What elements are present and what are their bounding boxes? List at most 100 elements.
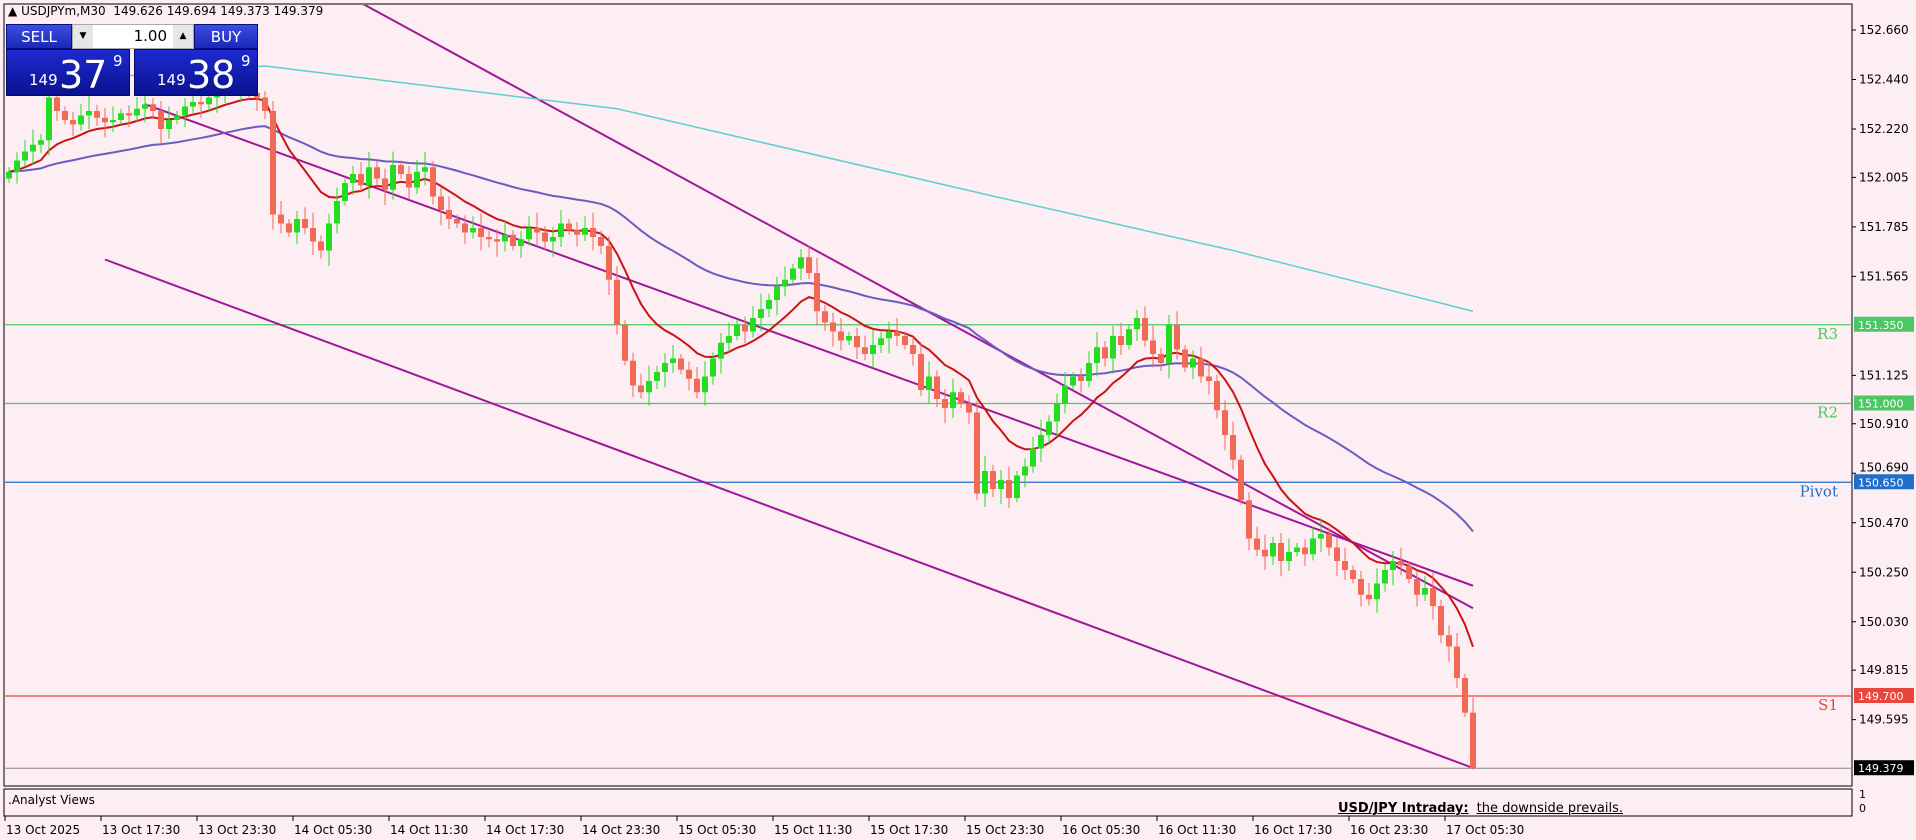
analyst-view-text[interactable]: USD/JPY Intraday: the downside prevails. [1338,801,1623,816]
candle-body [310,228,316,242]
candle-body [646,381,652,393]
candle [662,353,668,388]
candle [86,95,92,129]
candle-body [1030,448,1036,467]
candle [462,215,468,245]
mid-moving-average [8,125,1474,533]
candle-body [1214,381,1220,411]
candle [1046,415,1052,444]
volume-decrease-icon[interactable]: ▼ [73,25,93,48]
candle [1302,539,1308,566]
candle-body [1222,410,1228,435]
candle [1062,372,1068,414]
candle-body [326,223,332,251]
candle [1022,458,1028,488]
candle [1070,372,1076,390]
candle-body [1190,358,1196,368]
candle [1246,492,1252,551]
candle-body [1238,459,1244,501]
candle [454,214,460,228]
candle [1238,455,1244,505]
candle-body [854,336,860,348]
candle [1158,347,1164,372]
candle [270,101,276,230]
candle [126,105,132,128]
collapse-arrow-icon[interactable]: ▲ [8,4,18,18]
candle [70,111,76,137]
sell-price[interactable]: 149 37 9 [6,49,130,97]
candle [366,151,372,199]
candle [798,249,804,281]
volume-increase-icon[interactable]: ▲ [173,25,193,48]
buy-price-pips: 38 [187,53,236,97]
sell-price-fraction: 9 [113,52,123,70]
candle-body [1454,646,1460,678]
candle [446,196,452,229]
buy-price[interactable]: 149 38 9 [134,49,258,97]
candle-body [1446,635,1452,647]
candle-body [118,113,124,120]
candle [726,322,732,353]
candle-body [486,237,492,240]
candle [982,455,988,507]
candle [398,160,404,179]
candle-body [1062,385,1068,404]
candle-body [1038,435,1044,449]
candle [1174,311,1180,360]
candle-body [830,322,836,332]
candle-body [446,210,452,219]
candle [1310,526,1316,561]
candle-body [1014,475,1020,498]
candle-body [1398,561,1404,566]
candle [950,378,956,418]
candle-body [38,140,44,145]
candle-body [822,311,828,323]
candle-body [406,174,412,188]
candle-body [502,234,508,242]
x-tick-label: 13 Oct 17:30 [102,823,180,837]
candle [1206,361,1212,395]
x-tick-label: 16 Oct 17:30 [1254,823,1332,837]
ohlc-readout: 149.626 149.694 149.373 149.379 [113,4,324,18]
candle-body [478,228,484,237]
candle-body [1110,336,1116,359]
candle-body [1438,606,1444,636]
candle [1110,326,1116,374]
candle-body [438,196,444,210]
candle-body [774,286,780,300]
sell-button[interactable]: SELL [6,24,72,49]
candle [1222,400,1228,451]
candle [918,342,924,397]
candle-body [710,358,716,377]
candle [958,387,964,408]
candle [1414,570,1420,607]
candle [278,201,284,234]
volume-stepper[interactable]: ▼ 1.00 ▲ [72,24,194,49]
level-price-tag-r2 [1854,395,1914,411]
buy-price-fraction: 9 [241,52,251,70]
candle [118,108,124,125]
candle-body [302,219,308,228]
candle [526,216,532,246]
x-tick-label: 14 Oct 23:30 [582,823,660,837]
buy-button[interactable]: BUY [194,24,258,49]
candle [902,331,908,350]
candle-body [374,167,380,179]
volume-input[interactable]: 1.00 [133,27,167,45]
candle [990,464,996,498]
candle-body [742,324,748,332]
candle-body [638,385,644,393]
x-tick-label: 14 Oct 11:30 [390,823,468,837]
candle [1422,576,1428,602]
candle-body [1134,318,1140,330]
candle-body [750,318,756,332]
subwindow-frame [3,788,1853,817]
candle-body [622,324,628,361]
candle [1390,551,1396,586]
channel-line-upper [362,5,1474,610]
candle-body [14,160,20,172]
candle [1102,340,1108,367]
candle-body [734,324,740,336]
candle [1054,393,1060,437]
